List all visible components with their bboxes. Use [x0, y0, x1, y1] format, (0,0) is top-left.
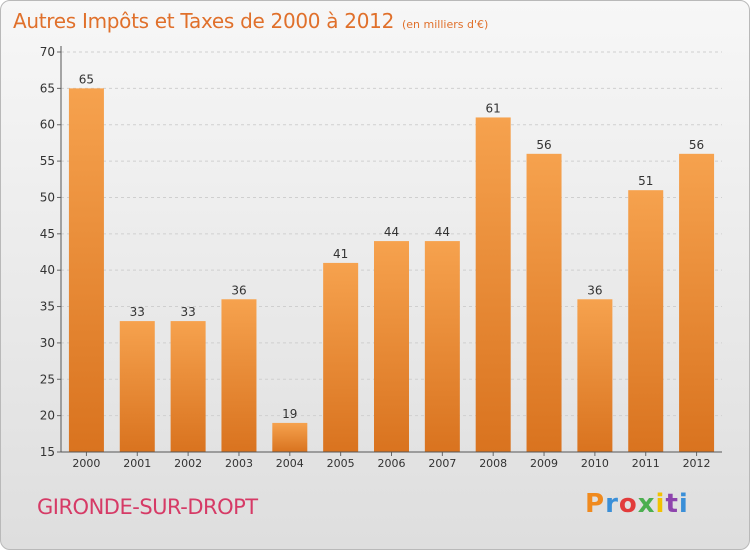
x-tick-label: 2006 [378, 457, 406, 470]
x-tick-label: 2009 [530, 457, 558, 470]
data-label-2009: 56 [536, 138, 551, 152]
axes-layer: 15 20 25 30 35 40 45 50 55 60 65 70 2000 2001 2002 2003… [40, 45, 722, 470]
x-tick-label: 2000 [72, 457, 100, 470]
y-tick-label: 60 [40, 118, 55, 132]
y-tick-label: 55 [40, 154, 55, 168]
bars-layer [68, 88, 715, 453]
x-tick-label: 2012 [683, 457, 711, 470]
logo-letter: r [605, 489, 619, 519]
logo-letter: o [618, 489, 638, 519]
bar-2007 [424, 241, 460, 452]
y-tick-label: 30 [40, 336, 55, 350]
bar-2011 [628, 190, 664, 452]
y-tick-label: 35 [40, 300, 55, 314]
data-label-2010: 36 [587, 283, 602, 297]
bar-2003 [221, 299, 257, 452]
y-tick-label: 70 [40, 45, 55, 59]
bar-2012 [679, 153, 715, 452]
bar-2002 [170, 321, 206, 452]
x-tick-label: 2011 [632, 457, 660, 470]
x-tick-label: 2008 [479, 457, 507, 470]
data-label-2006: 44 [384, 225, 399, 239]
bar-2006 [374, 241, 409, 452]
data-label-2012: 56 [689, 138, 704, 152]
y-tick-label: 15 [40, 445, 55, 459]
x-tick-label: 2005 [327, 457, 355, 470]
y-tick-label: 50 [40, 190, 55, 204]
bar-2001 [119, 321, 155, 452]
logo-letter: i [678, 489, 689, 519]
bar-2008 [475, 117, 511, 453]
town-name: GIRONDE-SUR-DROPT [37, 495, 258, 519]
data-label-2005: 41 [333, 247, 348, 261]
bar-2000 [68, 88, 104, 452]
x-tick-label: 2004 [276, 457, 304, 470]
bar-2005 [323, 262, 359, 452]
x-tick-label: 2010 [581, 457, 609, 470]
data-label-2001: 33 [130, 305, 145, 319]
data-label-2008: 61 [486, 101, 501, 115]
data-label-2000: 65 [79, 72, 94, 86]
y-tick-label: 40 [40, 263, 55, 277]
x-tick-label: 2002 [174, 457, 202, 470]
bar-2009 [526, 153, 562, 452]
chart-subtitle: (en milliers d'€) [402, 18, 489, 31]
data-label-2002: 33 [180, 305, 195, 319]
logo-letter: x [637, 489, 656, 519]
data-label-2003: 36 [231, 283, 246, 297]
chart-header: Autres Impôts et Taxes de 2000 à 2012 (en… [13, 9, 488, 33]
logo-letter: P [585, 489, 606, 519]
bar-2010 [577, 299, 613, 452]
bar-2004 [272, 422, 308, 452]
labels-layer: 65 33 33 36 19 41 44 44 61 56 36 51 56 [79, 72, 704, 421]
logo-letter: t [665, 489, 679, 519]
y-tick-label: 25 [40, 372, 55, 386]
y-tick-label: 45 [40, 227, 55, 241]
x-tick-label: 2003 [225, 457, 253, 470]
chart-title: Autres Impôts et Taxes de 2000 à 2012 [13, 9, 394, 33]
logo-letter: i [655, 489, 666, 519]
x-tick-label: 2001 [123, 457, 151, 470]
data-label-2004: 19 [282, 407, 297, 421]
x-tick-label: 2007 [428, 457, 456, 470]
y-tick-label: 65 [40, 81, 55, 95]
proxiti-logo[interactable]: Proxiti [585, 489, 689, 519]
data-label-2011: 51 [638, 174, 653, 188]
data-label-2007: 44 [435, 225, 450, 239]
y-tick-label: 20 [40, 409, 55, 423]
